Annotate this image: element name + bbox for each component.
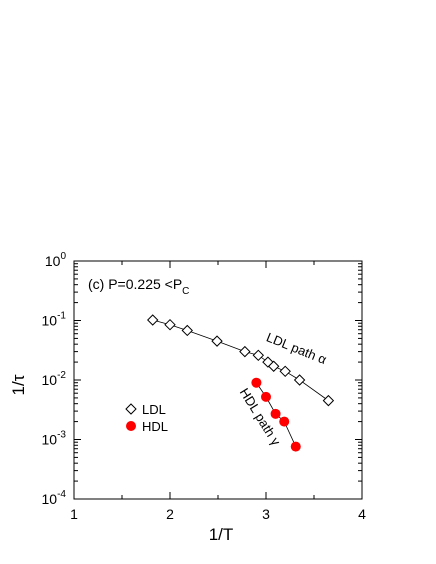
legend-hdl-marker [126, 421, 136, 431]
y-tick-label-exp-4: 0 [60, 251, 66, 262]
hdl-point-0 [251, 377, 262, 388]
legend: LDL HDL [125, 402, 168, 434]
y-tick-label-2: 10-2 [42, 370, 67, 388]
x-tick-label-2: 3 [262, 506, 270, 522]
hdl-point-3 [279, 416, 290, 427]
y-tick-label-4: 100 [45, 251, 67, 269]
legend-ldl-label: LDL [142, 402, 166, 417]
ldl-point-7 [267, 360, 280, 372]
ldl-point-10 [322, 394, 335, 407]
y-tick-label-base-0: 10 [42, 491, 58, 507]
legend-hdl-label: HDL [142, 419, 168, 434]
legend-ldl-marker [125, 403, 137, 415]
ldl-point-6 [262, 356, 274, 368]
axis-ticks [73, 260, 363, 500]
ldl-point-0 [147, 314, 159, 326]
x-tick-label-0: 1 [70, 506, 78, 522]
y-tick-label-base-1: 10 [42, 432, 58, 448]
data-markers [147, 314, 335, 452]
ldl-point-5 [252, 349, 265, 362]
y-tick-label-exp-0: -4 [57, 489, 66, 500]
ldl-point-2 [181, 324, 193, 337]
y-tick-label-0: 10-4 [42, 489, 67, 507]
series-line-ldl [152, 319, 329, 401]
ldl-point-8 [279, 365, 291, 378]
ldl-point-4 [239, 345, 251, 358]
y-tick-label-base-2: 10 [42, 372, 58, 388]
y-tick-label-base-3: 10 [42, 313, 58, 329]
panel-label-main: (c) P=0.225 <P [88, 276, 182, 292]
x-axis-label: 1/T [209, 525, 234, 544]
ldl-point-9 [293, 374, 306, 386]
x-tick-label-1: 2 [166, 506, 174, 522]
ldl-point-1 [164, 318, 176, 331]
y-tick-label-3: 10-1 [42, 311, 67, 329]
y-tick-label-base-4: 10 [45, 253, 61, 269]
x-tick-label-3: 4 [358, 506, 366, 522]
series-lines [152, 319, 329, 447]
hdl-point-1 [261, 391, 271, 402]
y-tick-label-exp-1: -3 [57, 430, 66, 441]
ldl-point-3 [211, 335, 223, 347]
y-tick-label-exp-2: -2 [57, 370, 66, 381]
hdl-point-4 [290, 441, 301, 452]
plot-border [73, 260, 363, 500]
panel-label-subscript: C [182, 286, 189, 297]
y-axis-label: 1/τ [9, 374, 28, 395]
panel-label: (c) P=0.225 <PC [88, 276, 189, 297]
hdl-point-2 [270, 408, 281, 419]
y-tick-label-exp-3: -1 [57, 311, 66, 322]
plot-frame [73, 260, 363, 500]
y-tick-label-1: 10-3 [42, 430, 67, 448]
